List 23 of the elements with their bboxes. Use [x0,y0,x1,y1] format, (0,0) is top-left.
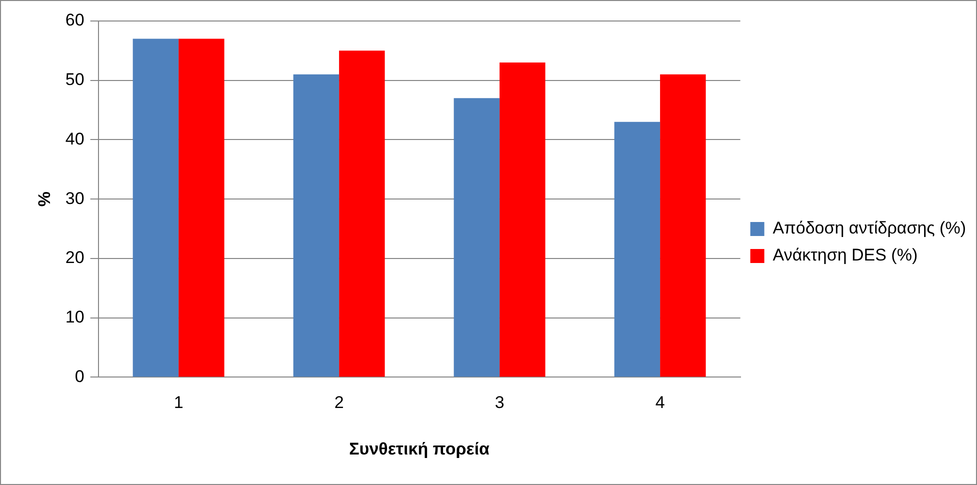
y-axis-title: % [34,192,54,207]
bar [293,74,340,377]
bar [132,38,179,377]
legend-label: Απόδοση αντίδρασης (%) [772,218,966,238]
x-tick-label: 3 [494,393,504,412]
x-tick-label: 4 [655,393,665,412]
y-tick-label: 30 [65,188,84,208]
x-tick-label: 2 [334,393,344,412]
y-tick-label: 50 [65,70,84,90]
y-tick-label: 20 [65,248,84,268]
bar [614,122,660,377]
x-tick-label: 1 [174,393,184,412]
bar [500,62,546,377]
bar [660,74,706,377]
legend-label: Ανάκτηση DES (%) [772,246,918,265]
y-tick-label: 40 [65,129,84,148]
x-axis-title: Συνθετική πορεία [349,439,490,458]
bar [339,50,385,377]
y-tick-label: 0 [74,366,84,386]
bar [454,98,500,377]
y-tick-label: 60 [65,10,84,30]
y-tick-label: 10 [65,308,84,327]
bar [178,38,224,377]
